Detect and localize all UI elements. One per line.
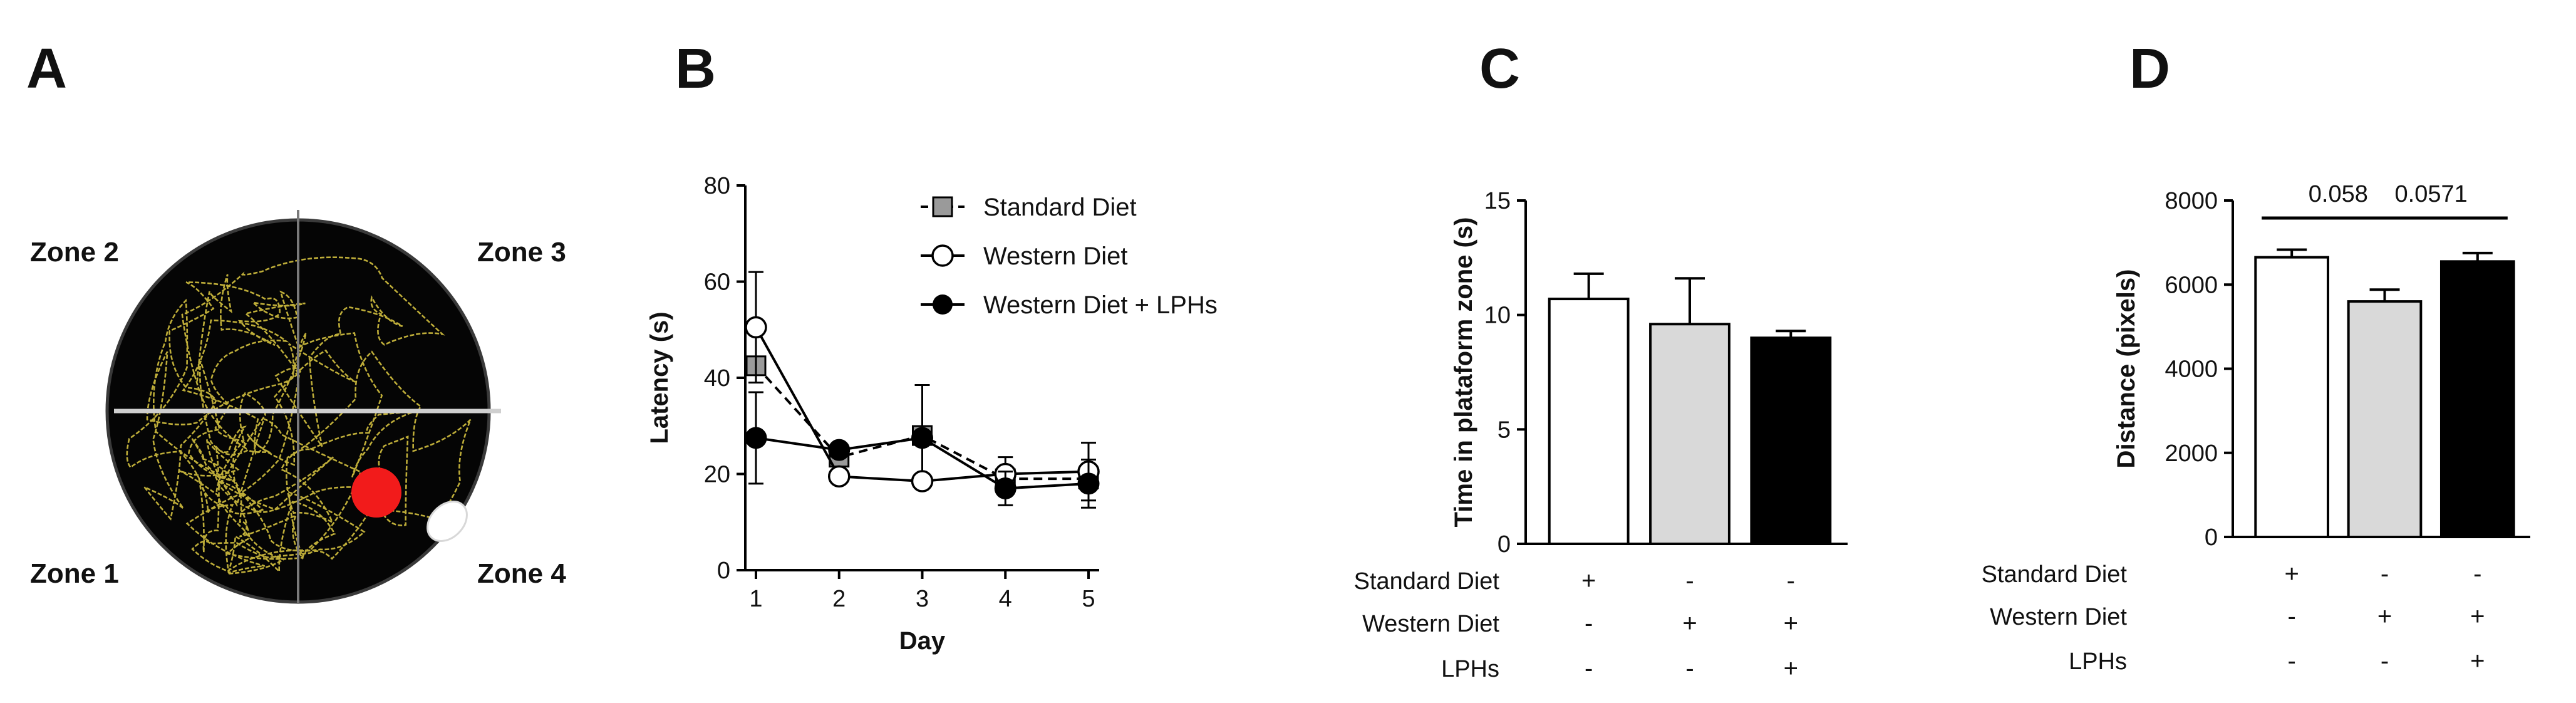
b-legend-label: Standard Diet — [983, 194, 1137, 221]
d-p-value: 0.058 — [2309, 181, 2368, 207]
c-row-label: LPHs — [1441, 656, 1499, 682]
c-y-tick-label: 15 — [1484, 188, 1511, 214]
c-y-tick-label: 10 — [1484, 303, 1511, 329]
b-point-western-diet — [828, 465, 851, 488]
b-point-western-lphs — [911, 427, 933, 449]
d-y-axis-label: Distance (pixels) — [2113, 269, 2140, 469]
distance-chart: 0 2000 4000 6000 8000 0.058 0.0571 Standard D… — [1982, 181, 2530, 675]
b-x-tick-label: 1 — [749, 586, 762, 612]
d-bar-2 — [2347, 300, 2423, 538]
b-legend-marker-standard — [932, 196, 953, 217]
c-y-axis-label: Time in plataform zone (s) — [1450, 217, 1477, 528]
swim-path-trace — [126, 256, 472, 575]
c-row-sign: - — [1585, 655, 1593, 682]
d-y-tick-label: 6000 — [2165, 272, 2218, 298]
d-row-sign: - — [2381, 647, 2389, 675]
d-row-sign: - — [2288, 603, 2296, 630]
b-x-tick-label: 4 — [999, 586, 1012, 612]
b-x-tick-label: 3 — [916, 586, 929, 612]
c-row-sign: - — [1685, 567, 1694, 595]
c-row-sign: - — [1685, 655, 1694, 682]
swim-path — [126, 256, 472, 575]
b-legend-marker-lphs — [933, 294, 953, 315]
d-y-tick-label: 8000 — [2165, 188, 2218, 214]
zone-2-label: Zone 2 — [30, 237, 119, 268]
b-legend-marker-western — [931, 244, 954, 267]
d-row-sign: - — [2473, 560, 2481, 588]
c-bar-2 — [1649, 323, 1730, 546]
b-y-tick-label: 0 — [717, 558, 730, 584]
platform-marker — [351, 467, 401, 518]
b-y-tick-label: 80 — [704, 173, 730, 199]
b-point-western-lphs — [828, 439, 851, 461]
d-y-tick-label: 0 — [2205, 524, 2218, 551]
b-y-tick-label: 40 — [704, 365, 730, 392]
b-point-western-lphs — [994, 477, 1016, 500]
b-point-western-diet — [911, 470, 934, 492]
panel-label-a: A — [26, 38, 67, 100]
d-row-label: Standard Diet — [1982, 561, 2128, 588]
b-x-tick-label: 5 — [1082, 586, 1095, 612]
d-row-sign: - — [2381, 560, 2389, 588]
release-point-marker — [427, 501, 468, 542]
zone-3-label: Zone 3 — [477, 237, 566, 268]
c-row-sign: + — [1784, 655, 1798, 682]
d-row-label: LPHs — [2069, 648, 2127, 675]
c-bar-3 — [1750, 336, 1832, 545]
platform-time-chart: 0 5 10 15 Standard Diet + - - Western Diet - + + LP… — [1354, 188, 1848, 682]
c-row-sign: - — [1787, 567, 1795, 595]
panel-label-c: C — [1479, 38, 1520, 100]
b-y-axis-label: Latency (s) — [646, 311, 673, 444]
d-row-sign: + — [2284, 560, 2299, 588]
b-legend-label: Western Diet — [983, 242, 1127, 270]
c-row-sign: + — [1682, 610, 1697, 637]
c-row-sign: + — [1581, 567, 1596, 595]
d-row-label: Western Diet — [1990, 604, 2127, 630]
latency-chart: 0 20 40 60 80 1 2 3 4 5 Standard Diet Western Diet… — [646, 173, 1218, 655]
b-legend-label: Western Diet + LPHs — [983, 291, 1218, 319]
panel-label-b: B — [675, 38, 716, 100]
c-bar-1 — [1548, 298, 1630, 545]
d-p-value: 0.0571 — [2395, 181, 2468, 207]
d-row-sign: + — [2470, 647, 2485, 675]
panel-label-d: D — [2129, 38, 2170, 100]
b-y-tick-label: 60 — [704, 269, 730, 296]
d-bar-3 — [2439, 260, 2515, 538]
c-row-sign: - — [1585, 610, 1593, 637]
zone-1-label: Zone 1 — [30, 558, 119, 589]
d-bar-1 — [2254, 256, 2330, 538]
c-row-label: Standard Diet — [1354, 568, 1500, 595]
b-x-tick-label: 2 — [832, 586, 846, 612]
b-point-western-lphs — [1077, 472, 1100, 495]
b-y-tick-label: 20 — [704, 462, 730, 488]
zone-4-label: Zone 4 — [477, 558, 566, 589]
d-row-sign: - — [2288, 647, 2296, 675]
d-y-tick-label: 2000 — [2165, 440, 2218, 467]
d-y-tick-label: 4000 — [2165, 357, 2218, 383]
c-y-tick-label: 0 — [1497, 531, 1511, 558]
d-row-sign: + — [2377, 603, 2392, 630]
c-y-tick-label: 5 — [1497, 417, 1511, 443]
b-point-western-diet — [745, 316, 767, 339]
b-x-axis-label: Day — [899, 627, 946, 655]
c-row-sign: + — [1784, 610, 1798, 637]
b-point-western-lphs — [745, 427, 767, 449]
maze-panel: Zone 2 Zone 3 Zone 1 Zone 4 — [30, 210, 566, 604]
d-row-sign: + — [2470, 603, 2485, 630]
c-row-label: Western Diet — [1362, 611, 1499, 637]
